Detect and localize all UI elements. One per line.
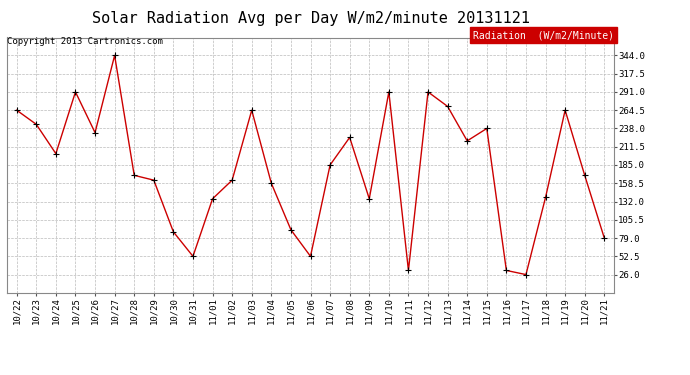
Text: Radiation  (W/m2/Minute): Radiation (W/m2/Minute) (473, 30, 614, 40)
Text: Copyright 2013 Cartronics.com: Copyright 2013 Cartronics.com (7, 38, 163, 46)
Text: Solar Radiation Avg per Day W/m2/minute 20131121: Solar Radiation Avg per Day W/m2/minute … (92, 11, 529, 26)
